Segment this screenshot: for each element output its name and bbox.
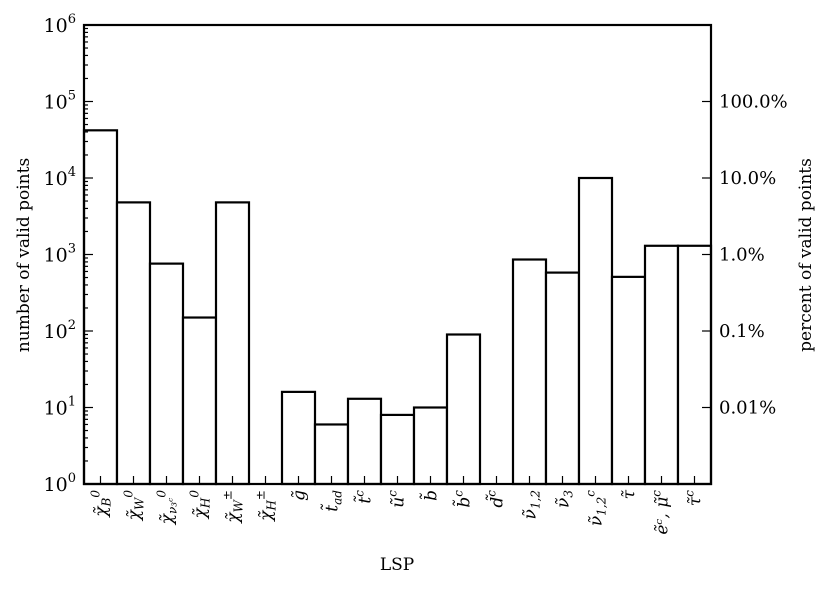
x-tick-label: χ̃ν₃ᶜ0 [155, 490, 180, 526]
x-tick-label: χ̃H± [254, 490, 279, 522]
bar [610, 275, 647, 486]
y2-axis-labels: 0.01% 0.1% 1.0% 10.0% 100.0% [719, 92, 788, 419]
x-axis-title: LSP [380, 555, 414, 575]
y-axis-title: number of valid points [14, 158, 34, 352]
x-tick-label: ν̃1,2 [521, 490, 543, 519]
x-tick-label: g̃ [290, 490, 310, 501]
y2-tick-label: 10.0% [719, 168, 776, 189]
x-tick-label: b̃ [420, 490, 442, 501]
bar [445, 333, 482, 486]
bar [676, 244, 713, 486]
bar [181, 316, 218, 486]
y2-tick-label: 100.0% [719, 92, 788, 113]
y-tick-label: 103 [44, 242, 76, 267]
x-tick-label: t̃c [353, 490, 376, 504]
bar [82, 129, 119, 486]
y2-tick-label: 0.1% [719, 321, 765, 342]
x-tick-label: χ̃B0 [89, 490, 114, 518]
x-axis-labels: χ̃B0 χ̃W0 χ̃ν₃ᶜ0 χ̃H0 χ̃W± χ̃H± g̃ t̃ad t̃c ũc b̃ b… [89, 489, 706, 534]
bar [148, 262, 185, 486]
x-tick-label: ẽᶜ, μ̃c [650, 490, 673, 535]
bar [379, 413, 416, 486]
y2-tick-label: 0.01% [719, 398, 776, 419]
y2-tick-label: 1.0% [719, 245, 765, 266]
y-tick-label: 101 [44, 395, 76, 420]
y-axis-labels: 100 101 102 103 104 105 106 [44, 12, 76, 496]
x-tick-label: ν̃3 [554, 490, 576, 508]
y-tick-label: 105 [44, 89, 76, 114]
bar [643, 244, 680, 486]
bar [577, 176, 614, 486]
x-tick-label: t̃ad [321, 490, 345, 512]
bar [346, 397, 383, 486]
bar [214, 201, 251, 486]
x-tick-label: τ̃c [683, 490, 706, 506]
bar [280, 390, 317, 486]
bar [313, 423, 350, 486]
x-tick-label: χ̃H0 [188, 490, 213, 520]
x-tick-label: b̃c [452, 490, 475, 508]
bars-group [82, 129, 713, 486]
bar [511, 258, 548, 486]
bar [544, 271, 581, 486]
x-tick-label: ν̃1,2c [584, 490, 609, 526]
y-tick-label: 104 [44, 165, 76, 190]
x-tick-label: χ̃W± [221, 490, 246, 524]
bar [115, 201, 152, 486]
tick-marks [84, 24, 711, 485]
x-tick-label: ũc [386, 490, 409, 508]
bar [412, 406, 449, 486]
y-tick-label: 102 [44, 318, 76, 343]
x-tick-label: d̃c [485, 490, 508, 508]
x-tick-label: τ̃ [620, 489, 640, 499]
x-tick-label: χ̃W0 [122, 490, 147, 522]
y2-axis-title: percent of valid points [796, 158, 816, 352]
y-tick-label: 106 [44, 12, 76, 37]
y-tick-label: 100 [44, 471, 76, 496]
